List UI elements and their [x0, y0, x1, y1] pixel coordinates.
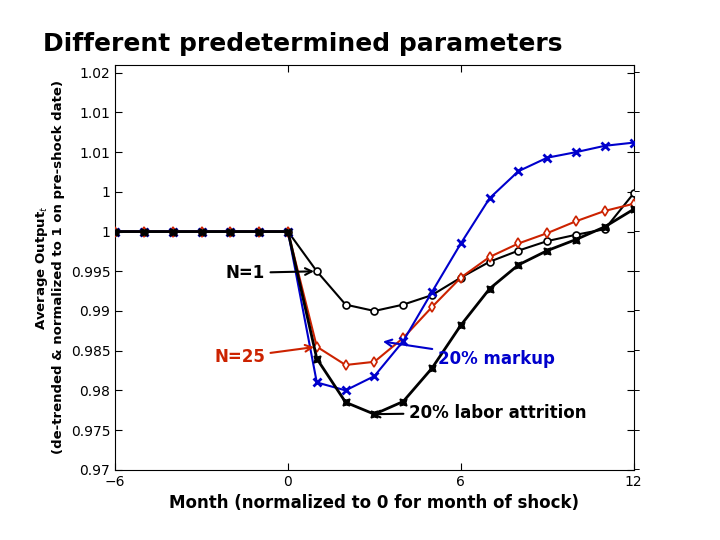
- Text: –: –: [634, 305, 640, 318]
- Text: –: –: [634, 66, 640, 79]
- Text: –: –: [634, 384, 640, 397]
- Text: –: –: [634, 463, 640, 476]
- X-axis label: Month (normalized to 0 for month of shock): Month (normalized to 0 for month of shoc…: [169, 494, 580, 512]
- Text: 20% markup: 20% markup: [385, 340, 554, 368]
- Text: –: –: [634, 106, 640, 119]
- Y-axis label: Average Output$_t$
(de-trended & normalized to 1 on pre-shock date): Average Output$_t$ (de-trended & normali…: [34, 80, 65, 454]
- Text: –: –: [634, 146, 640, 159]
- Text: –: –: [634, 265, 640, 278]
- Text: Different predetermined parameters: Different predetermined parameters: [42, 32, 562, 56]
- Text: –: –: [634, 185, 640, 198]
- Text: –: –: [634, 344, 640, 357]
- Text: N=1: N=1: [225, 264, 312, 282]
- Text: N=25: N=25: [214, 345, 312, 366]
- Text: –: –: [634, 225, 640, 238]
- Text: –: –: [634, 423, 640, 437]
- Text: 20% labor attrition: 20% labor attrition: [374, 403, 587, 422]
